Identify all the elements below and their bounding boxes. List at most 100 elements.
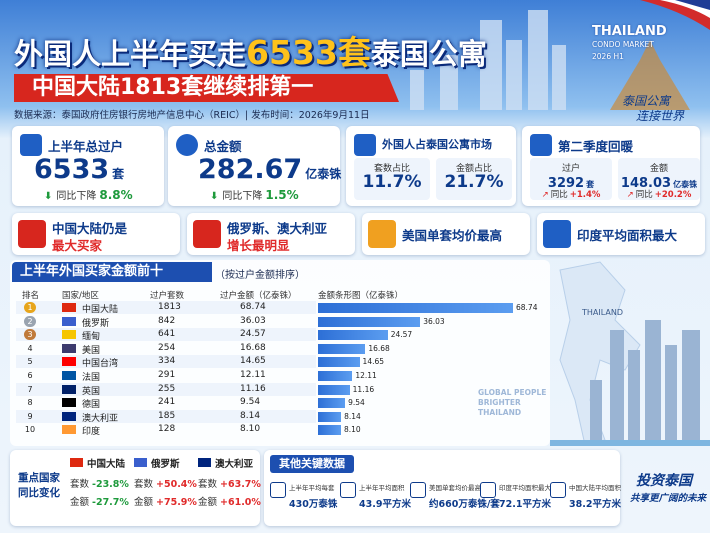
- highlight: 美国单套均价最高: [362, 213, 530, 255]
- change-label: 同比: [635, 190, 653, 200]
- column-header: 过户套数: [150, 291, 185, 301]
- slogan: 泰国公寓: [622, 94, 671, 108]
- amount: 16.68: [240, 342, 266, 353]
- subtitle: 中国大陆1813套继续排第一: [32, 75, 314, 100]
- table-title: 上半年外国买家金额前十: [12, 262, 212, 282]
- row-bg: [16, 382, 316, 396]
- metric: 金额: [134, 497, 154, 508]
- item-value: 3292 套: [530, 172, 612, 191]
- column-header: 金额条形图（亿泰铢）: [318, 291, 404, 301]
- count: 254: [158, 342, 176, 353]
- card-icon: [530, 134, 552, 156]
- column-header: 过户金额（亿泰铢）: [220, 291, 297, 301]
- count: 334: [158, 356, 176, 367]
- subtitle-banner: 中国大陆1813套继续排第一: [14, 74, 399, 102]
- title-lead: 外国人上半年买走: [14, 37, 247, 71]
- rank: 10: [24, 425, 36, 435]
- rank: 4: [27, 343, 33, 353]
- bar-label: 8.14: [344, 411, 361, 421]
- amount: 9.54: [240, 397, 261, 408]
- country: 澳大利亚: [215, 459, 254, 470]
- bar: [318, 330, 388, 341]
- card-icon: [20, 134, 42, 156]
- country: 中国大陆: [87, 459, 126, 470]
- flag: [62, 357, 76, 367]
- change: +50.4%: [156, 479, 197, 490]
- country: 缅甸: [82, 332, 101, 343]
- flag: [198, 458, 211, 467]
- highlight-text: 印度平均面积最大: [577, 228, 678, 243]
- changes-panel: 重点国家同比变化 中国大陆 套数 -23.8% 金额 -27.7% 俄罗斯 套数 +50.4% 金…: [10, 450, 261, 526]
- unit: 套: [586, 180, 595, 189]
- highlight-icon: [368, 220, 396, 248]
- change: +63.7%: [220, 479, 261, 490]
- count: 1813: [158, 302, 181, 312]
- map-label: THAILAND: [582, 308, 623, 317]
- tagline: GLOBAL PEOPLE: [478, 388, 547, 397]
- key-value: 72.1平方米: [499, 499, 551, 510]
- amount: 24.57: [240, 329, 266, 340]
- card-value: 6533 套: [34, 154, 124, 185]
- flag: [62, 330, 76, 340]
- footer-slogan: 投资泰国: [636, 473, 692, 489]
- arrow: ⬇: [210, 191, 219, 202]
- change: +75.9%: [156, 497, 197, 508]
- flag: [62, 398, 76, 408]
- key-label: 上半年平均每套: [289, 484, 335, 492]
- count: 128: [158, 424, 176, 435]
- key-icon: [340, 482, 356, 498]
- key-label: 印度平均面积最大: [499, 484, 551, 492]
- highlight: 俄罗斯、澳大利亚 增长最明显: [187, 213, 355, 255]
- flag: [62, 411, 76, 421]
- highlight-icon: [193, 220, 221, 248]
- bar: [318, 357, 360, 368]
- slogan: 连接世界: [636, 109, 685, 123]
- item-value: 21.7%: [436, 172, 512, 192]
- count: 185: [158, 410, 176, 421]
- amount: 11.16: [240, 383, 266, 394]
- item-value: 11.7%: [354, 172, 430, 192]
- change-row: 套数 +50.4%: [134, 476, 197, 490]
- card-item: 金额占比 21.7%: [436, 158, 512, 200]
- rank: 8: [27, 398, 33, 408]
- card-title: 上半年总过户: [48, 139, 124, 154]
- change: -23.8%: [92, 479, 129, 490]
- key-label: 美国单套均价最高: [429, 484, 481, 492]
- badge-text: CONDO MARKET: [592, 40, 654, 49]
- country: 中国大陆: [82, 305, 119, 315]
- footer-slogan: 共享更广阔的未来: [630, 493, 707, 504]
- key-label: 上半年平均面积: [359, 484, 405, 492]
- key-data-title: 其他关键数据: [270, 455, 354, 473]
- count: 641: [158, 329, 176, 340]
- bar-label: 68.74: [516, 303, 538, 312]
- country: 法国: [82, 373, 101, 383]
- count: 255: [158, 383, 176, 394]
- change-row: ↗ 同比 +1.4%: [530, 188, 612, 200]
- highlight: 印度平均面积最大: [537, 213, 705, 255]
- card-title: 第二季度回暖: [558, 139, 634, 154]
- country: 俄罗斯: [82, 318, 110, 329]
- key-value: 430万泰铢: [289, 499, 338, 510]
- key-value: 38.2平方米: [569, 499, 621, 510]
- bar-label: 16.68: [368, 343, 390, 353]
- change-row: ⬇ 同比下降 8.8%: [44, 187, 133, 202]
- change-row: 金额 +75.9%: [134, 494, 197, 508]
- change: +20.2%: [654, 190, 692, 200]
- amount: 68.74: [240, 302, 266, 312]
- flag: [62, 371, 76, 380]
- change-row: 套数 -23.8%: [70, 476, 129, 490]
- item-value: 148.03 亿泰铢: [618, 172, 700, 191]
- arrow: ⬇: [44, 191, 53, 202]
- rank: 9: [27, 411, 33, 421]
- card-item: 过户 3292 套 ↗ 同比 +1.4%: [530, 158, 612, 200]
- row-bg: [16, 409, 316, 423]
- amount: 8.10: [240, 424, 261, 435]
- key-icon: [410, 482, 426, 498]
- change-label: 同比下降: [222, 191, 263, 202]
- key-icon: [480, 482, 496, 498]
- change-row: ⬇ 同比下降 1.5%: [210, 187, 299, 202]
- card-title: 外国人占泰国公寓市场: [382, 138, 492, 151]
- key-value: 约660万泰铢/套: [429, 499, 500, 510]
- tagline: BRIGHTER: [478, 398, 521, 407]
- row-bg: [16, 328, 316, 342]
